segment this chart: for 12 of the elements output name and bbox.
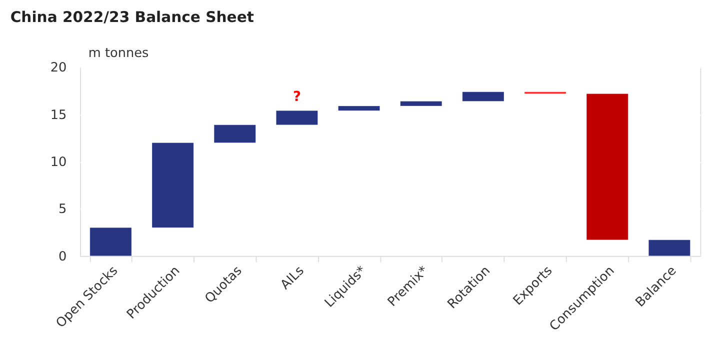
bar xyxy=(338,106,380,111)
y-tick-label: 0 xyxy=(58,249,67,264)
bar xyxy=(214,124,256,143)
y-tick-label: 15 xyxy=(50,108,67,123)
y-axis-title: m tonnes xyxy=(88,46,149,61)
bar xyxy=(462,92,504,102)
bar xyxy=(400,101,442,106)
y-tick-label: 5 xyxy=(58,202,67,218)
y-tick-label: 10 xyxy=(50,155,67,170)
annotation: ? xyxy=(292,88,301,105)
y-tick-label: 20 xyxy=(50,60,67,76)
chart-title: China 2022/23 Balance Sheet xyxy=(10,8,254,26)
